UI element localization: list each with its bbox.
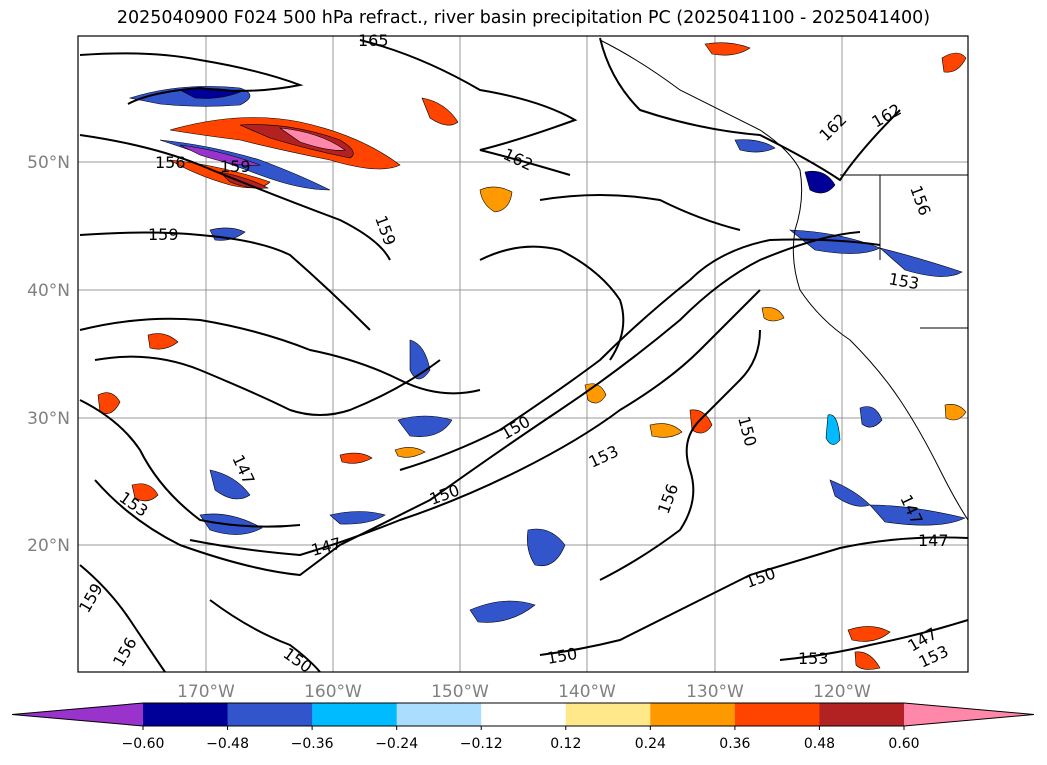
colorbar-tick-label: 0.60 — [888, 736, 919, 752]
map-title: 2025040900 F024 500 hPa refract., river … — [116, 8, 931, 28]
contour-label: 159 — [220, 157, 251, 176]
colorbar-segment — [565, 703, 651, 726]
colorbar-tick-label: 0.12 — [550, 736, 581, 752]
contour-label: 156 — [155, 153, 186, 172]
contour-lines — [79, 37, 969, 673]
lon-label: 150°W — [431, 682, 489, 702]
lon-label: 160°W — [304, 682, 362, 702]
precip-shading — [97, 42, 967, 670]
lon-label: 120°W — [813, 682, 871, 702]
colorbar-extend-high — [904, 703, 1034, 726]
lon-label: 170°W — [177, 682, 235, 702]
contour-label: 159 — [148, 225, 179, 244]
colorbar-tick-label: 0.24 — [635, 736, 666, 752]
coastline — [599, 39, 969, 521]
lon-label: 130°W — [686, 682, 744, 702]
lon-labels: 170°W 160°W 150°W 140°W 130°W 120°W — [177, 682, 871, 702]
colorbar-tick-label: −0.12 — [460, 736, 503, 752]
lat-label: 40°N — [27, 281, 70, 301]
contour-label: 165 — [358, 31, 389, 50]
contour-label: 147 — [918, 531, 949, 550]
lat-label: 30°N — [27, 409, 70, 429]
map-area — [78, 36, 968, 672]
colorbar-segment — [143, 703, 229, 726]
map-frame — [77, 35, 969, 673]
colorbar-extend-low — [12, 703, 143, 726]
colorbar-tick-label: −0.60 — [122, 736, 165, 752]
colorbar-tick-label: 0.36 — [719, 736, 750, 752]
colorbar-tick-label: −0.36 — [291, 736, 334, 752]
lat-label: 50°N — [27, 153, 70, 173]
lat-labels: 50°N 40°N 30°N 20°N — [27, 153, 70, 556]
colorbar-segment — [312, 703, 398, 726]
colorbar-segment — [819, 703, 905, 726]
lat-label: 20°N — [27, 536, 70, 556]
colorbar-tick-label: 0.48 — [804, 736, 835, 752]
colorbar-segment — [227, 703, 313, 726]
colorbar-tick-label: −0.48 — [206, 736, 249, 752]
colorbar: −0.60 −0.48 −0.36 −0.24 −0.12 0.12 0.24 0.36 0.4… — [11, 702, 1035, 752]
contour-label: 153 — [798, 649, 829, 668]
colorbar-tick-label: −0.24 — [375, 736, 418, 752]
colorbar-segment — [734, 703, 820, 726]
colorbar-segment — [650, 703, 736, 726]
colorbar-segment — [396, 703, 482, 726]
colorbar-segment — [481, 703, 567, 726]
lon-label: 140°W — [558, 682, 616, 702]
